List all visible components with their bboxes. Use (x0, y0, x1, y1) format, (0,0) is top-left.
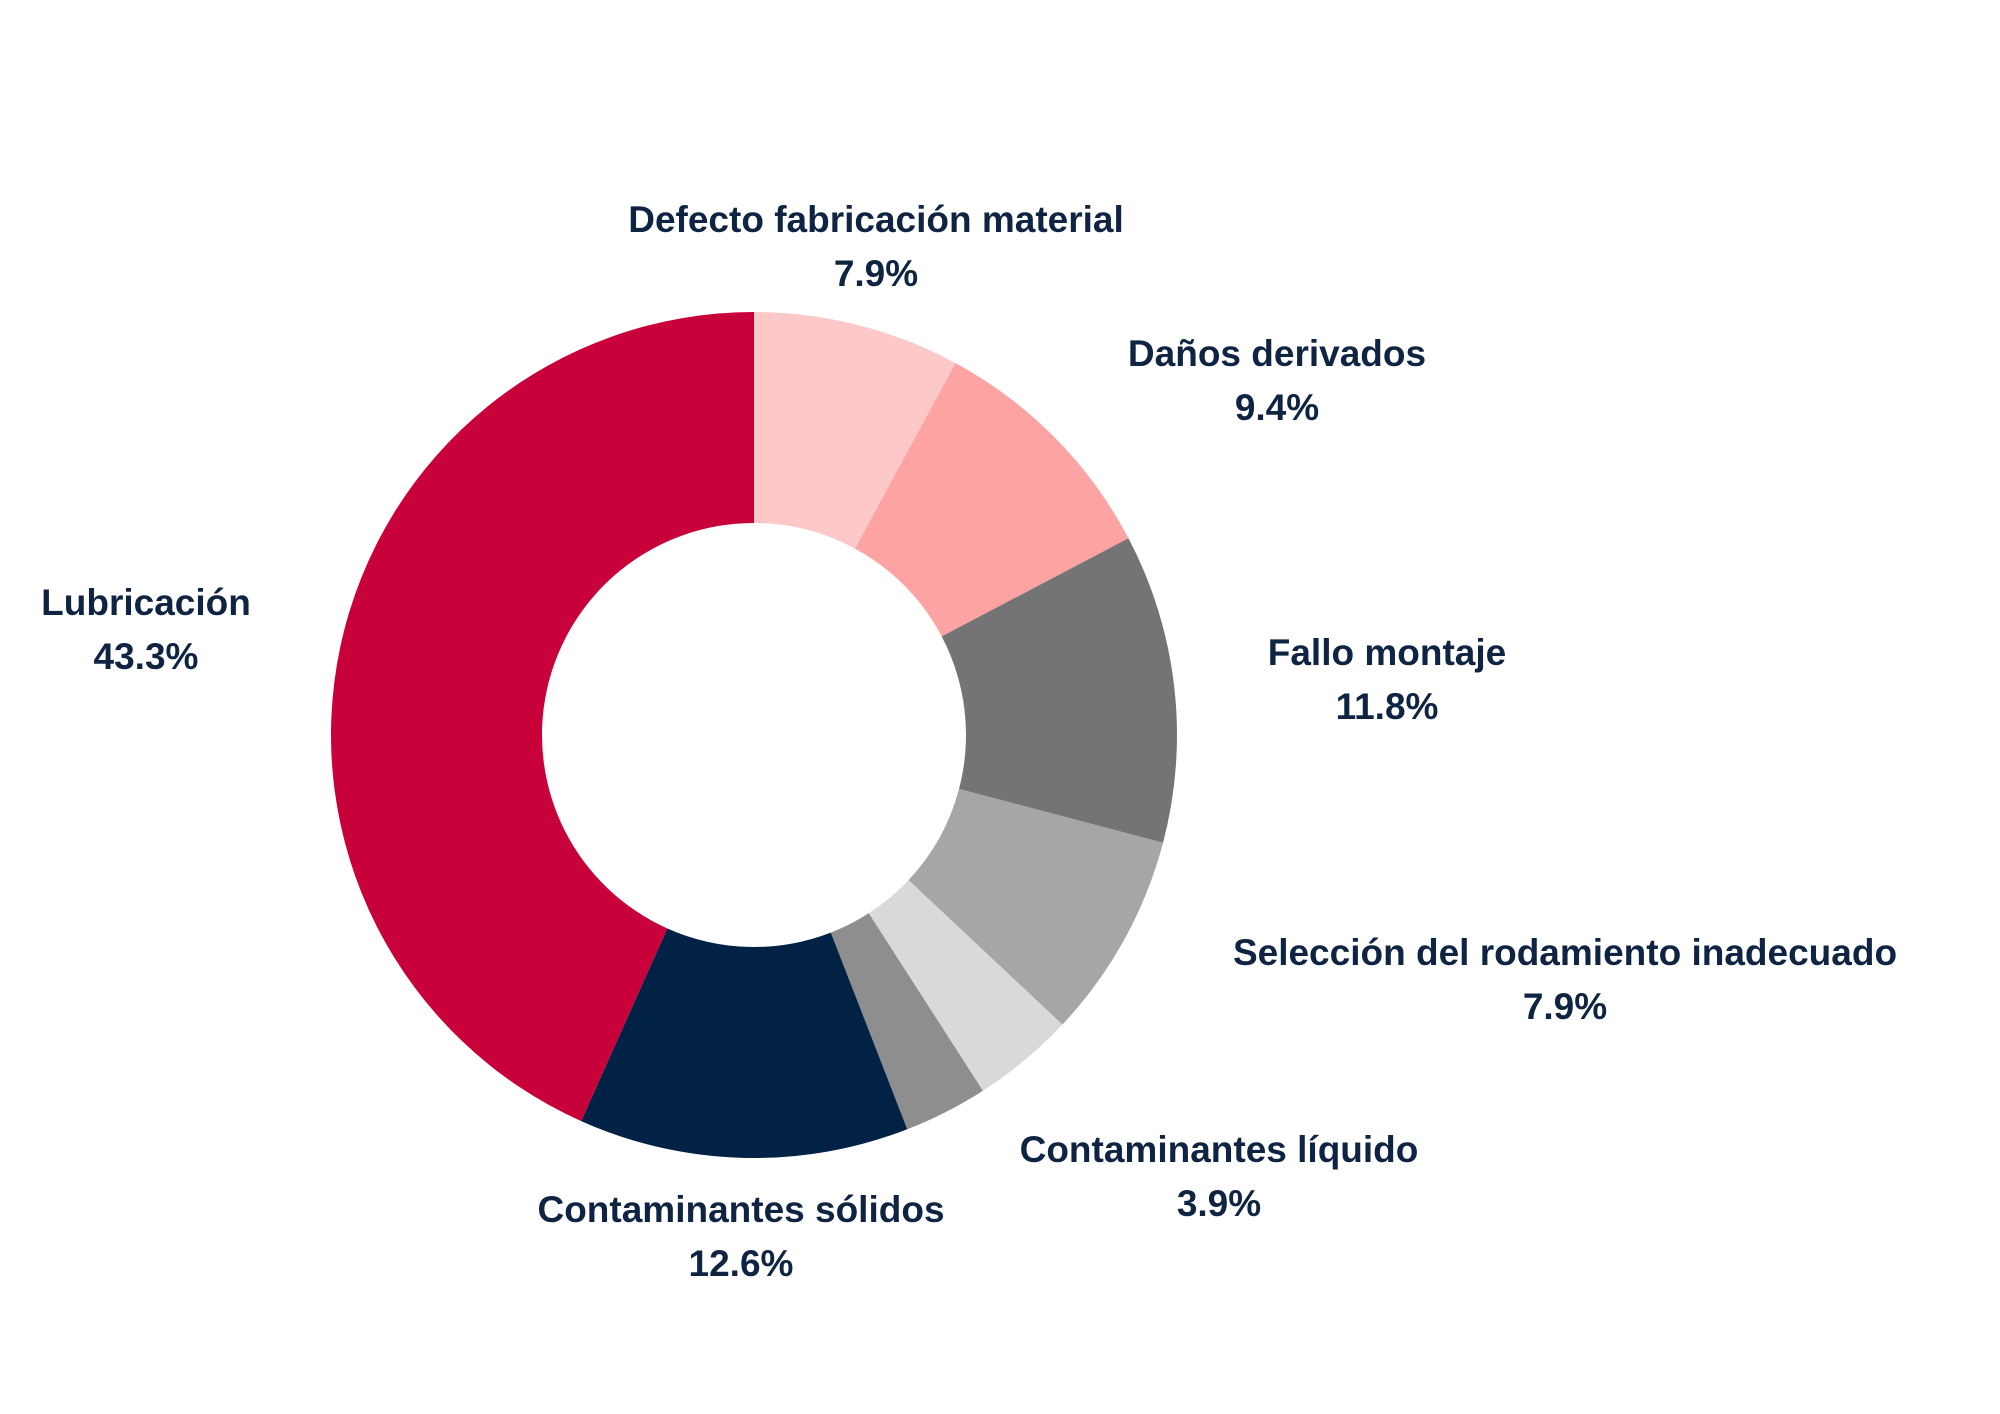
slice-defecto-fabricaci-n-material (754, 312, 956, 549)
slice-value-label: 7.9% (834, 253, 918, 294)
slice-contaminantes-l-quido (868, 880, 1063, 1091)
slice-contaminantes-s-lidos (581, 928, 908, 1158)
slice-label: Contaminantes líquido (1020, 1129, 1419, 1170)
slice-da-os-derivados (854, 363, 1129, 637)
slice-lubricaci-n (331, 312, 754, 1122)
slice-value-label: 7.9% (1523, 986, 1607, 1027)
slice-value-label: 43.3% (94, 636, 199, 677)
slice-value-label: 9.4% (1235, 387, 1319, 428)
slice-unlabeled (830, 913, 983, 1130)
slice-label: Defecto fabricación material (628, 199, 1124, 240)
slice-value-label: 11.8% (1336, 686, 1439, 727)
slice-value-label: 12.6% (689, 1243, 794, 1284)
slice-label: Fallo montaje (1268, 632, 1506, 673)
slice-label: Lubricación (41, 582, 251, 623)
slice-label: Daños derivados (1128, 333, 1426, 374)
slice-value-label: 3.9% (1177, 1183, 1261, 1224)
slice-selecci-n-del-rodamiento-inadecuado (908, 789, 1164, 1025)
slice-label: Contaminantes sólidos (537, 1189, 944, 1230)
slice-label: Selección del rodamiento inadecuado (1233, 932, 1897, 973)
slice-fallo-montaje (941, 538, 1177, 843)
